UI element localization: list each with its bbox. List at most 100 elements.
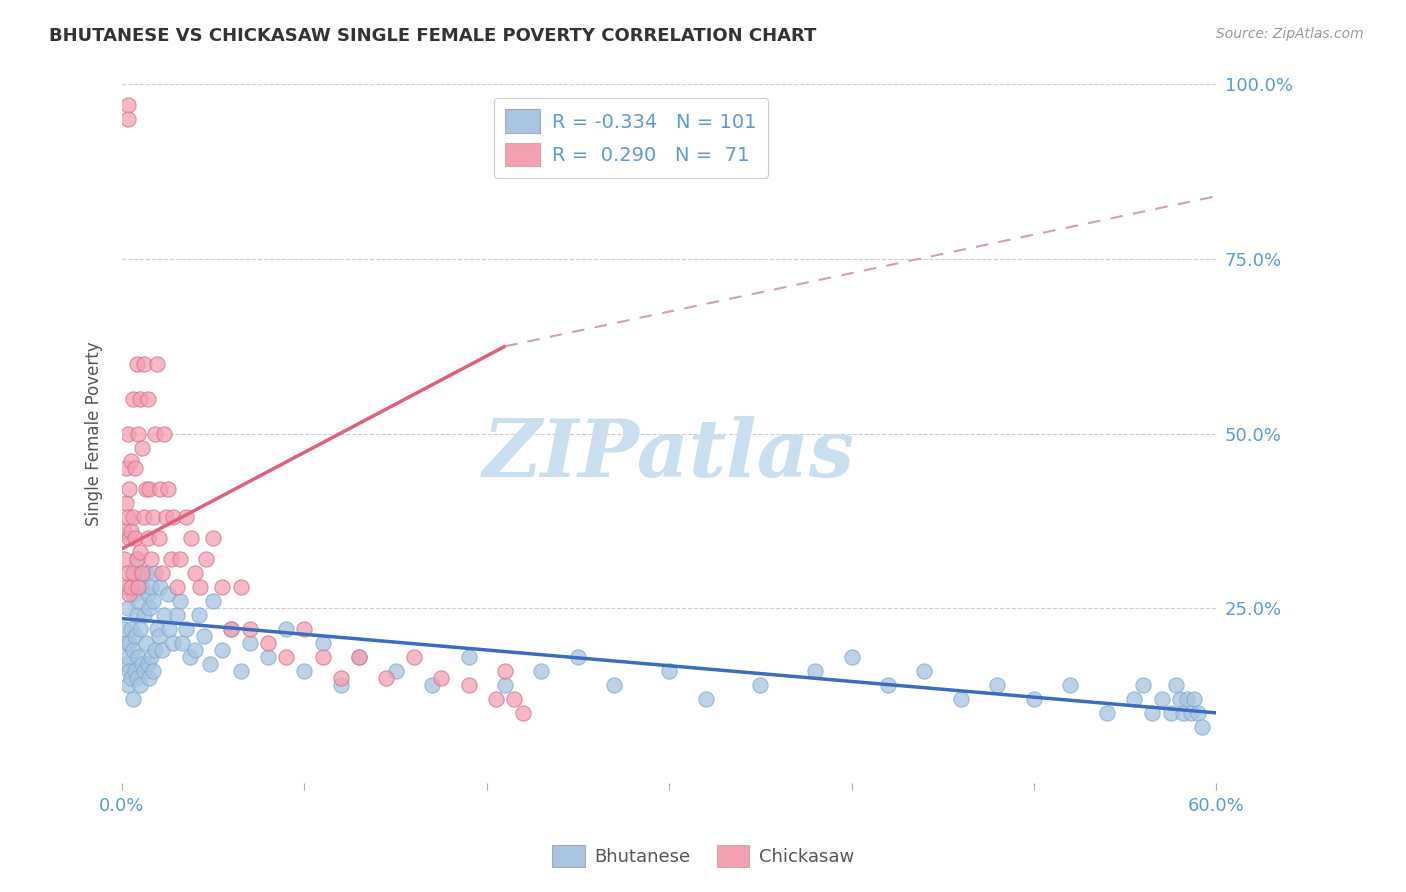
Point [1166,678,1188,692]
Point [1123,692,1146,706]
Point [112,552,135,566]
Text: ZIPatlas: ZIPatlas [484,416,855,493]
Point [129,392,152,406]
Point [129,678,152,692]
Point [124,566,146,581]
Point [150,643,173,657]
Point [430,671,453,685]
Point [124,461,146,475]
Point [122,566,145,581]
Point [153,608,176,623]
Point [1142,706,1164,720]
Point [194,552,217,566]
Point [1022,692,1045,706]
Point [221,622,243,636]
Point [695,692,717,706]
Point [127,650,149,665]
Point [494,664,516,678]
Point [125,608,148,623]
Point [180,531,202,545]
Point [141,650,163,665]
Point [143,643,166,657]
Point [457,650,479,665]
Point [120,454,142,468]
Point [530,664,553,678]
Point [1187,706,1209,720]
Point [229,580,252,594]
Point [112,622,135,636]
Point [118,483,141,497]
Point [311,636,333,650]
Point [117,510,139,524]
Point [1182,692,1205,706]
Point [986,678,1008,692]
Point [117,650,139,665]
Point [276,650,298,665]
Point [114,496,136,510]
Point [143,426,166,441]
Point [1160,706,1182,720]
Point [129,622,152,636]
Point [122,643,145,657]
Point [159,622,181,636]
Point [257,636,280,650]
Point [1059,678,1081,692]
Point [131,441,153,455]
Point [125,671,148,685]
Point [129,566,152,581]
Point [118,587,141,601]
Point [1132,678,1154,692]
Point [127,580,149,594]
Point [184,643,207,657]
Point [124,531,146,545]
Point [198,657,221,671]
Point [1173,706,1195,720]
Point [149,483,172,497]
Point [145,357,167,371]
Point [132,608,155,623]
Point [329,671,352,685]
Point [120,580,142,594]
Point [141,580,163,594]
Point [658,664,681,678]
Point [132,357,155,371]
Point [603,678,626,692]
Text: BHUTANESE VS CHICKASAW SINGLE FEMALE POVERTY CORRELATION CHART: BHUTANESE VS CHICKASAW SINGLE FEMALE POV… [49,27,817,45]
Point [117,566,139,581]
Point [1168,692,1191,706]
Point [914,664,936,678]
Point [503,692,526,706]
Point [122,692,145,706]
Point [155,510,177,524]
Point [162,636,184,650]
Point [142,594,165,608]
Point [145,622,167,636]
Point [131,580,153,594]
Point [166,608,188,623]
Point [294,664,316,678]
Text: Source: ZipAtlas.com: Source: ZipAtlas.com [1216,27,1364,41]
Legend: R = -0.334   N = 101, R =  0.290   N =  71: R = -0.334 N = 101, R = 0.290 N = 71 [494,97,768,178]
Point [169,594,191,608]
Point [257,650,280,665]
Point [294,622,316,636]
Point [149,580,172,594]
Point [125,552,148,566]
Point [125,357,148,371]
Point [124,629,146,643]
Point [1095,706,1118,720]
Point [127,594,149,608]
Point [384,664,406,678]
Point [1180,706,1202,720]
Point [132,664,155,678]
Point [202,594,225,608]
Point [136,531,159,545]
Point [124,664,146,678]
Point [494,678,516,692]
Point [129,545,152,559]
Point [172,636,194,650]
Point [125,552,148,566]
Point [122,510,145,524]
Point [347,650,370,665]
Point [156,587,179,601]
